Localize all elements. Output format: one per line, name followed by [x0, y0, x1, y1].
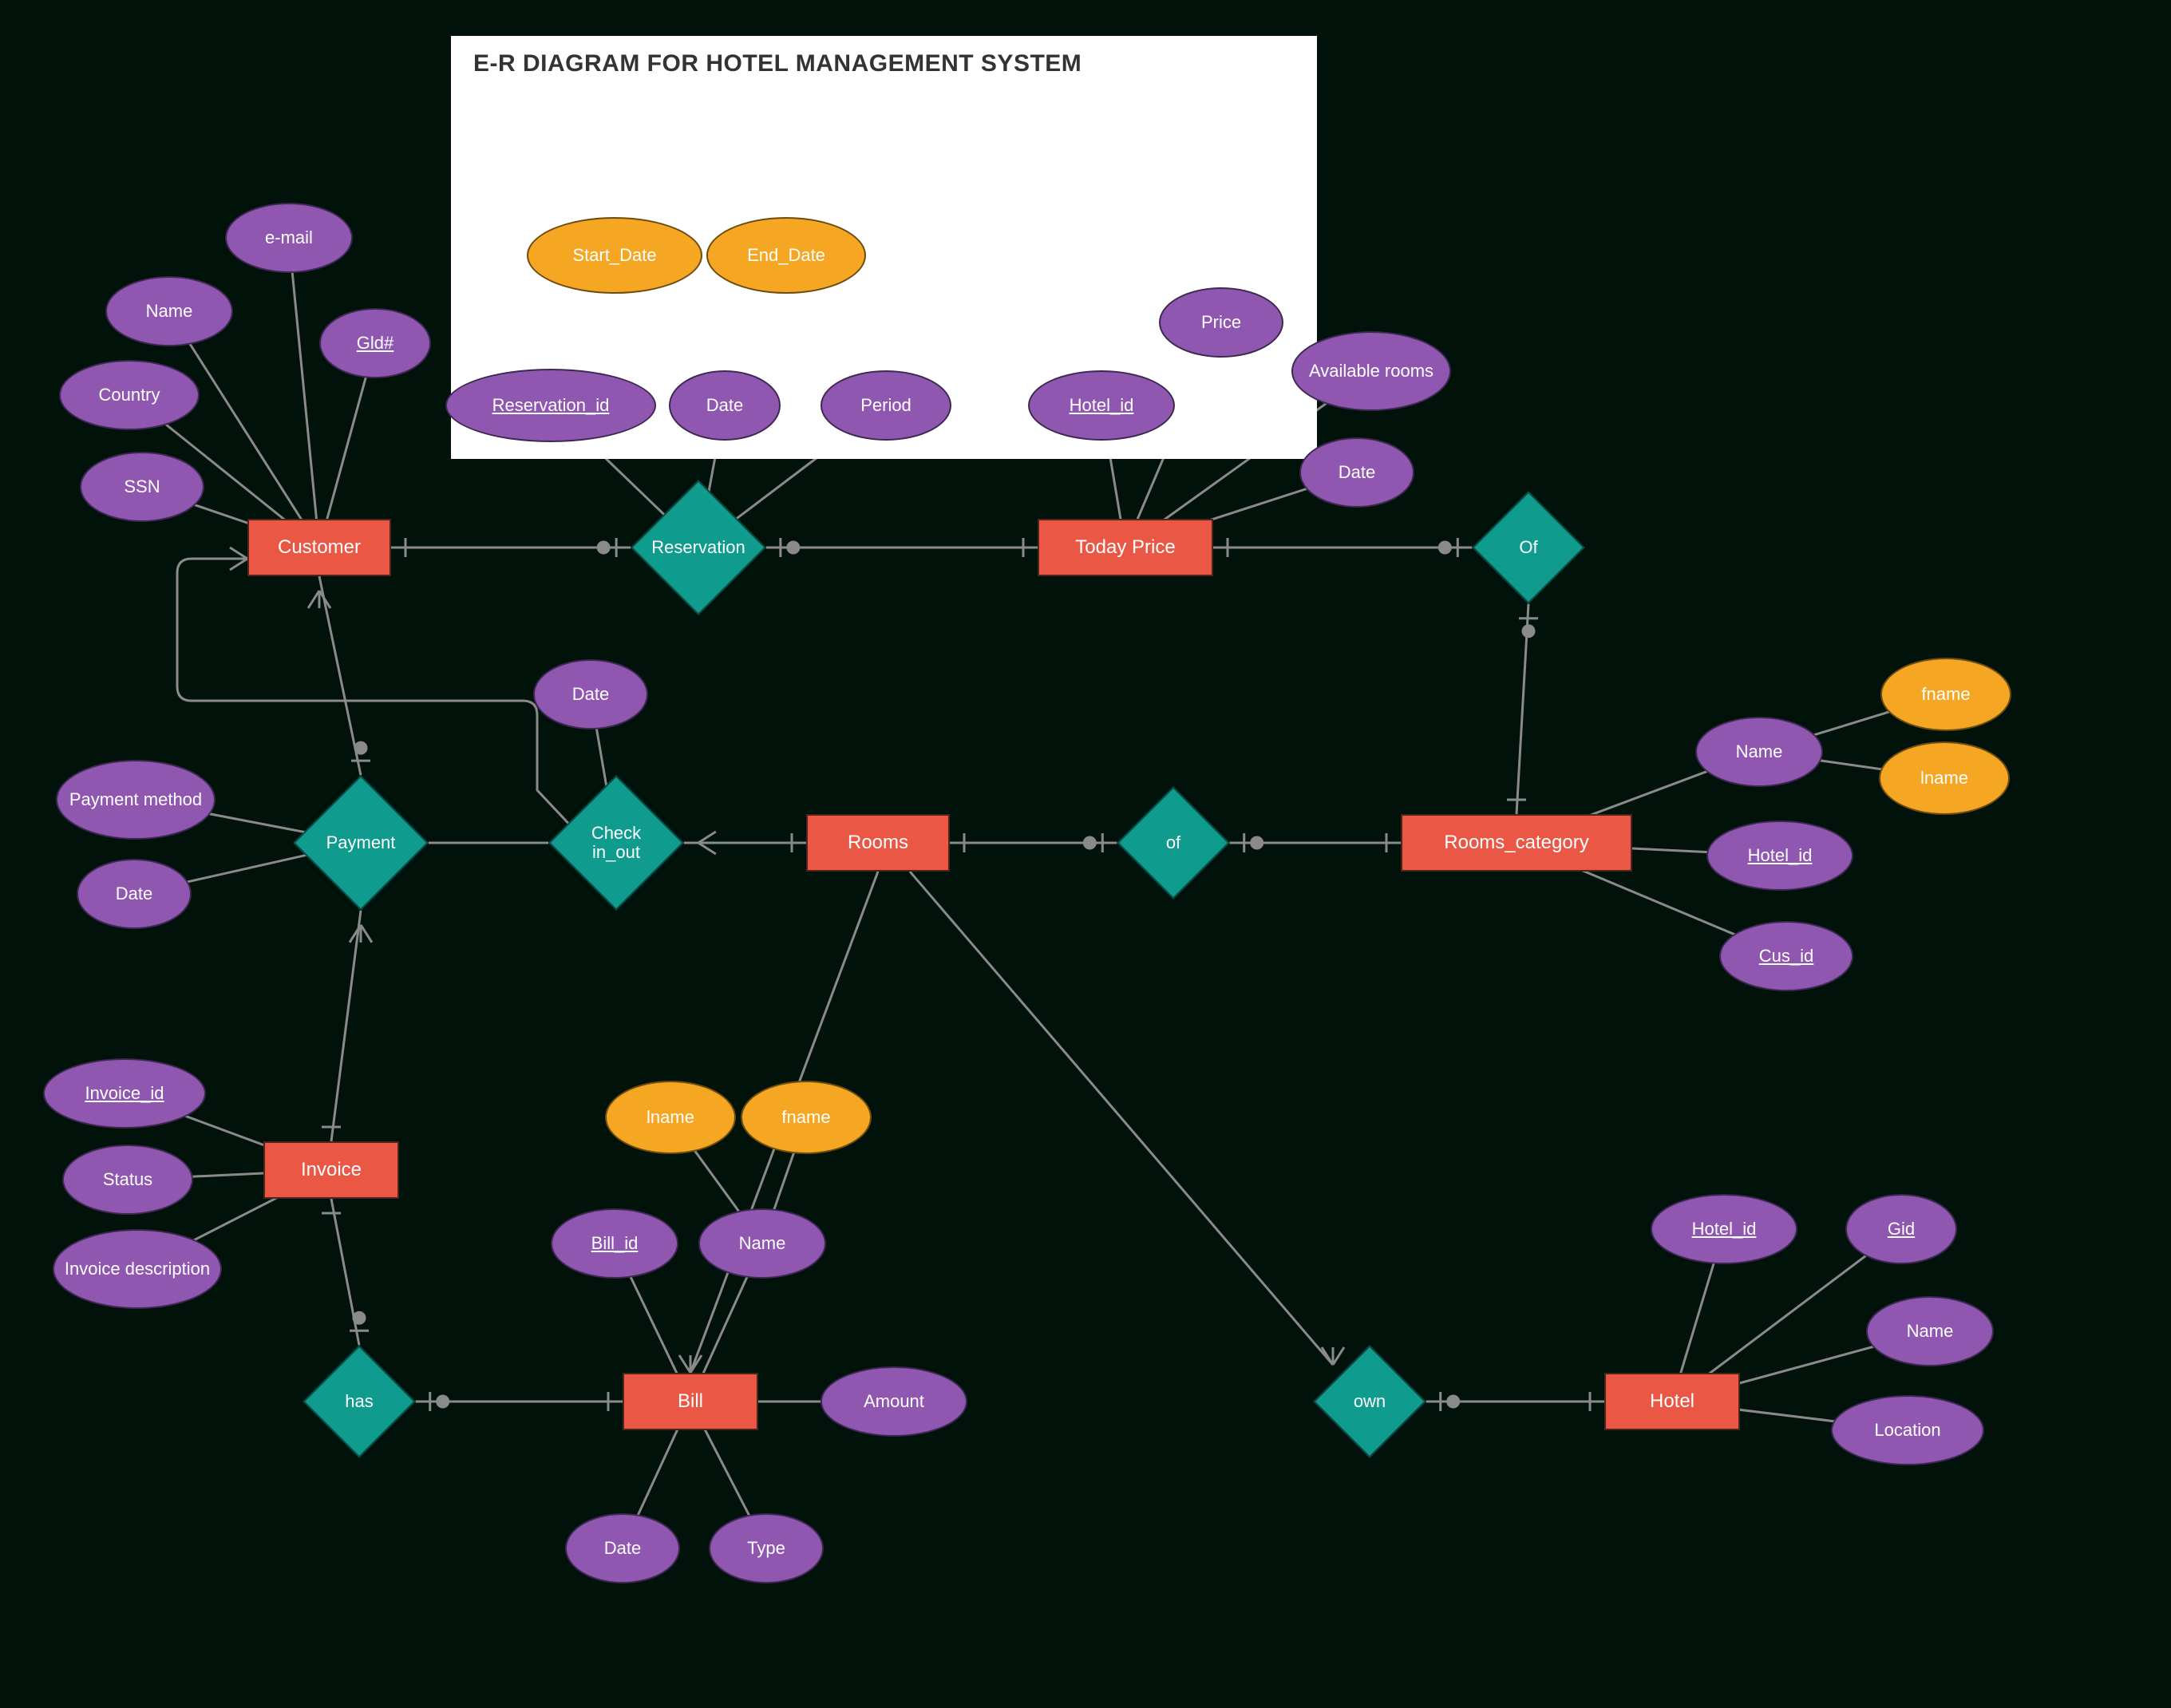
- attribute-label: Available rooms: [1309, 361, 1433, 381]
- attribute-inv_desc: Invoice description: [53, 1229, 222, 1309]
- attribute-label: lname: [647, 1107, 694, 1127]
- attribute-rc_cusid: Cus_id: [1719, 921, 1853, 991]
- attribute-res_start: Start_Date: [527, 217, 702, 294]
- attribute-label: fname: [1921, 684, 1970, 704]
- attribute-label: Price: [1201, 312, 1241, 332]
- attribute-label: Period: [860, 395, 912, 415]
- attribute-hotel_name: Name: [1866, 1296, 1994, 1366]
- relationship-reservation: Reservation: [651, 500, 746, 595]
- attribute-hotel_loc: Location: [1831, 1395, 1984, 1465]
- entity-hotel: Hotel: [1604, 1373, 1740, 1430]
- entity-rooms: Rooms: [806, 814, 950, 872]
- attribute-hotel_hotelid: Hotel_id: [1651, 1194, 1797, 1264]
- attribute-label: Hotel_id: [1692, 1219, 1757, 1239]
- attribute-label: Name: [1736, 741, 1783, 761]
- attribute-label: Date: [572, 684, 609, 704]
- attribute-rc_hotelid: Hotel_id: [1706, 820, 1853, 891]
- relationship-label: of: [1133, 803, 1213, 883]
- attribute-label: Gld#: [357, 333, 393, 353]
- attribute-label: Bill_id: [591, 1233, 639, 1253]
- attribute-cust_name: Name: [105, 276, 233, 346]
- attribute-label: Name: [146, 301, 193, 321]
- attribute-label: lname: [1920, 768, 1968, 788]
- attribute-tp_date: Date: [1299, 437, 1414, 508]
- attribute-cust_ssn: SSN: [80, 452, 204, 522]
- attribute-rc_fname: fname: [1880, 658, 2011, 731]
- attribute-bill_name: Name: [698, 1208, 826, 1279]
- attribute-cust_gid: Gld#: [319, 308, 431, 378]
- attribute-label: Type: [747, 1538, 785, 1558]
- relationship-label: Check in_out: [568, 795, 664, 891]
- attribute-label: Country: [98, 385, 160, 405]
- attribute-label: Hotel_id: [1748, 845, 1813, 865]
- attribute-label: Name: [739, 1233, 786, 1253]
- entity-bill: Bill: [623, 1373, 758, 1430]
- attribute-tp_hotelid: Hotel_id: [1028, 370, 1175, 441]
- attribute-label: End_Date: [747, 245, 825, 265]
- attribute-tp_price: Price: [1159, 287, 1283, 358]
- attribute-pay_method: Payment method: [56, 760, 216, 840]
- attribute-res_end: End_Date: [706, 217, 866, 294]
- relationship-has: has: [319, 1362, 399, 1441]
- attribute-cust_country: Country: [59, 360, 200, 430]
- attribute-bill_id: Bill_id: [551, 1208, 678, 1279]
- attribute-inv_status: Status: [62, 1145, 193, 1215]
- attribute-res_period: Period: [821, 370, 951, 441]
- attribute-bill_type: Type: [709, 1513, 824, 1583]
- attribute-label: Payment method: [69, 789, 202, 809]
- attribute-pay_date: Date: [77, 859, 192, 929]
- attribute-bill_lname: lname: [605, 1081, 736, 1154]
- attribute-label: Status: [103, 1169, 152, 1189]
- relationship-of_top: Of: [1489, 508, 1568, 587]
- relationship-payment: Payment: [313, 795, 409, 891]
- attribute-hotel_gid: Gid: [1845, 1194, 1957, 1264]
- attribute-tp_avail: Available rooms: [1291, 331, 1451, 411]
- attribute-rc_lname: lname: [1879, 741, 2010, 815]
- relationship-of_mid: of: [1133, 803, 1213, 883]
- attribute-label: Amount: [864, 1391, 924, 1411]
- entity-invoice: Invoice: [263, 1141, 399, 1199]
- attribute-label: Start_Date: [572, 245, 656, 265]
- attribute-label: Invoice description: [65, 1259, 210, 1279]
- entity-rooms_category: Rooms_category: [1401, 814, 1632, 872]
- attribute-label: Location: [1874, 1420, 1940, 1440]
- attribute-label: Invoice_id: [85, 1083, 164, 1103]
- attribute-bill_date: Date: [565, 1513, 680, 1583]
- entity-customer: Customer: [247, 519, 391, 576]
- attribute-label: Reservation_id: [492, 395, 610, 415]
- attribute-label: Cus_id: [1759, 946, 1813, 966]
- attribute-label: Date: [116, 884, 152, 903]
- attribute-res_id: Reservation_id: [445, 369, 656, 442]
- attribute-inv_id: Invoice_id: [43, 1058, 206, 1129]
- attribute-label: Date: [604, 1538, 641, 1558]
- attribute-label: Date: [706, 395, 743, 415]
- relationship-label: Of: [1489, 508, 1568, 587]
- attribute-cust_email: e-mail: [225, 203, 353, 273]
- entity-today_price: Today Price: [1038, 519, 1213, 576]
- attribute-label: Name: [1907, 1321, 1954, 1341]
- attribute-res_date: Date: [669, 370, 781, 441]
- relationship-label: Payment: [313, 795, 409, 891]
- attribute-bill_fname: fname: [741, 1081, 872, 1154]
- attribute-label: SSN: [124, 476, 160, 496]
- attribute-label: e-mail: [265, 227, 313, 247]
- attribute-check_date: Date: [533, 659, 648, 729]
- relationship-label: own: [1330, 1362, 1410, 1441]
- relationship-label: has: [319, 1362, 399, 1441]
- er-diagram-canvas: E-R DIAGRAM FOR HOTEL MANAGEMENT SYSTEM C…: [0, 0, 2171, 1708]
- attribute-label: Date: [1339, 462, 1375, 482]
- title-text: E-R DIAGRAM FOR HOTEL MANAGEMENT SYSTEM: [473, 50, 1295, 77]
- relationship-label: Reservation: [651, 500, 746, 595]
- attribute-label: Gid: [1888, 1219, 1915, 1239]
- attribute-label: fname: [781, 1107, 830, 1127]
- relationship-own: own: [1330, 1362, 1410, 1441]
- attribute-rc_name: Name: [1695, 717, 1823, 787]
- attribute-bill_amount: Amount: [821, 1366, 967, 1437]
- relationship-check: Check in_out: [568, 795, 664, 891]
- attribute-label: Hotel_id: [1070, 395, 1134, 415]
